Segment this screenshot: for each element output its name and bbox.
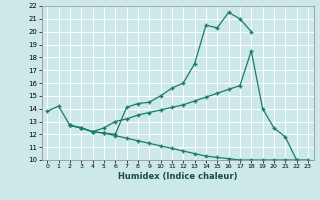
X-axis label: Humidex (Indice chaleur): Humidex (Indice chaleur) [118,172,237,181]
